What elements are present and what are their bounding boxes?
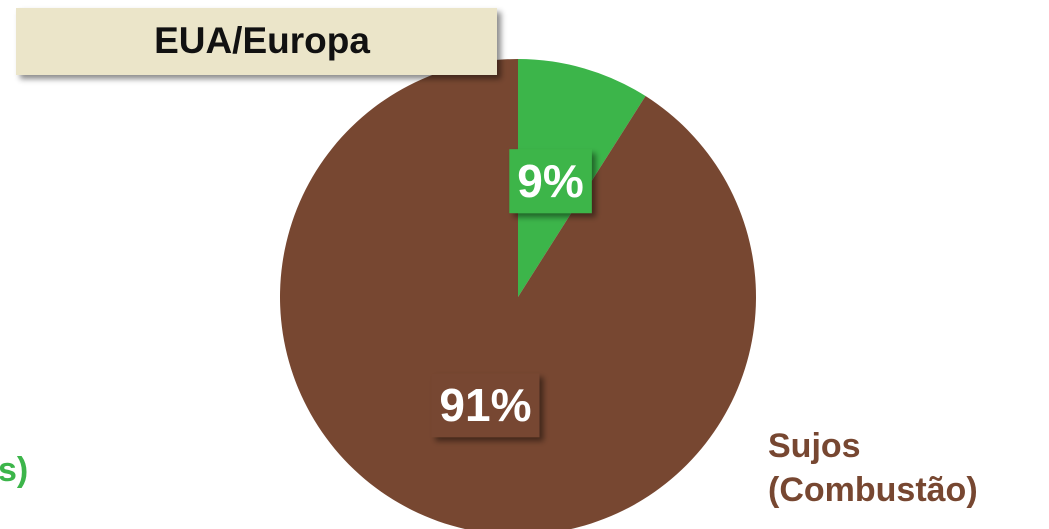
category-label: s) [0, 451, 29, 489]
value-label: 9% [517, 155, 583, 207]
value-label-box [431, 373, 540, 438]
value-label-box [509, 149, 592, 214]
category-label: Sujos (Combustão) [768, 427, 978, 509]
title-box [16, 8, 497, 75]
chart-title: EUA/Europa [154, 20, 370, 61]
value-label: 91% [439, 379, 531, 431]
pie-slice [280, 59, 756, 529]
pie [280, 59, 756, 529]
